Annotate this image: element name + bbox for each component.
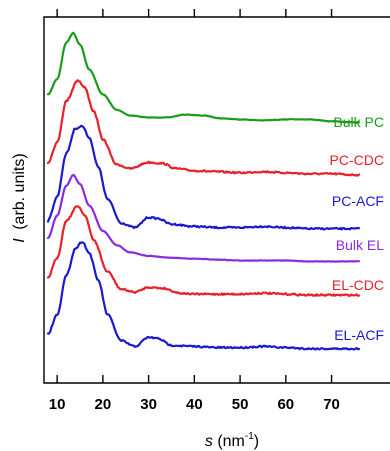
series-label-el-acf: EL-ACF — [334, 327, 384, 343]
series-line-el-cdc — [46, 205, 361, 297]
series-line-bulk-el — [46, 173, 361, 263]
series-line-el-acf — [46, 241, 361, 351]
x-tick-label: 30 — [140, 396, 157, 413]
series-line-pc-cdc — [46, 79, 361, 177]
series-line-pc-acf — [46, 124, 361, 231]
y-axis-title: I (arb. units) — [11, 153, 28, 242]
series-labels: Bulk PC PC-CDC PC-ACF Bulk EL EL-CDC EL-ACF — [330, 114, 385, 343]
series-label-bulk-pc: Bulk PC — [333, 114, 384, 130]
series-line-bulk-pc — [46, 31, 361, 124]
series-label-el-cdc: EL-CDC — [332, 277, 384, 293]
x-tick-label: 60 — [277, 396, 294, 413]
x-tick-label: 50 — [232, 396, 249, 413]
plot-frame — [43, 16, 390, 384]
x-axis-tick-labels: 10 20 30 40 50 60 70 — [49, 396, 340, 413]
x-axis-ticks — [56, 9, 333, 383]
series-curves — [46, 31, 361, 351]
series-label-pc-acf: PC-ACF — [332, 193, 384, 209]
plot-border — [43, 16, 390, 384]
x-tick-label: 40 — [186, 396, 203, 413]
x-tick-label: 70 — [323, 396, 340, 413]
x-axis-title: s (nm-1) — [205, 431, 259, 450]
series-label-pc-cdc: PC-CDC — [330, 152, 384, 168]
series-label-bulk-el: Bulk EL — [336, 237, 384, 253]
x-tick-label: 20 — [95, 396, 112, 413]
x-tick-label: 10 — [49, 396, 66, 413]
